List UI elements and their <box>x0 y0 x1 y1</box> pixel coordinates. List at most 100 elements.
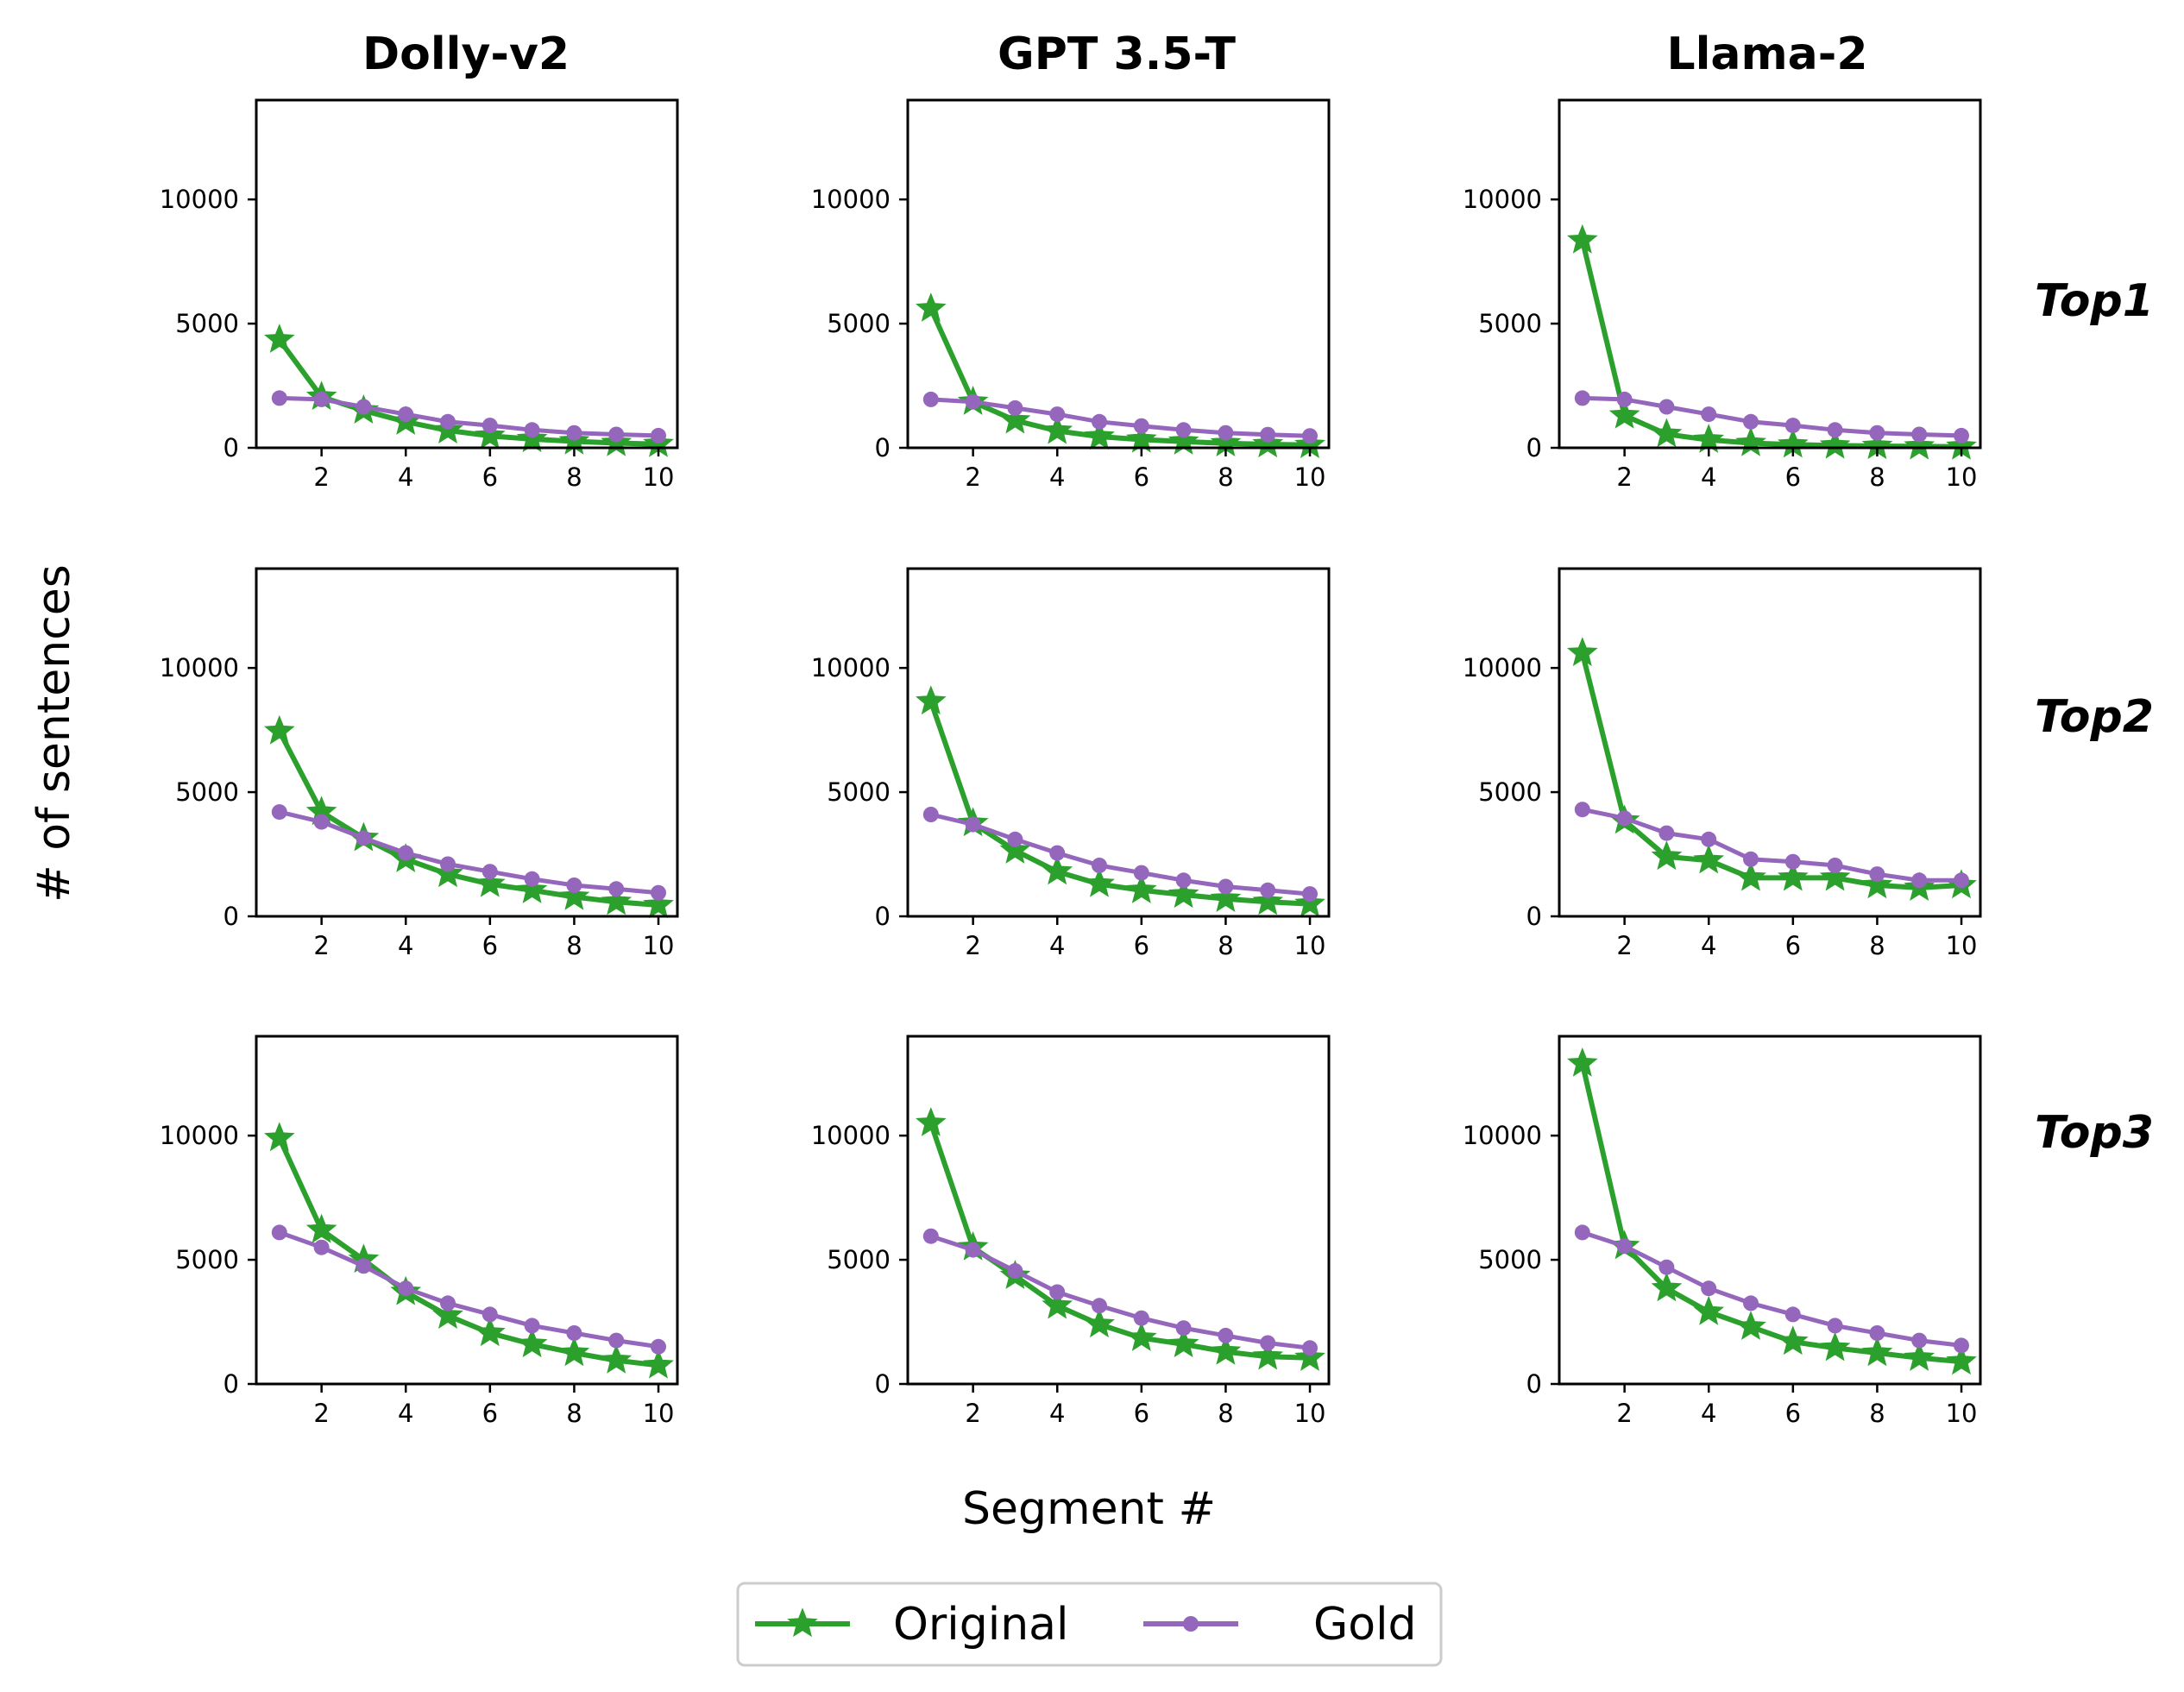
row-label-top2: Top2 <box>2035 691 2154 743</box>
panel-top1-llama-2-ytick-label: 5000 <box>1478 309 1542 338</box>
panel-top3-llama-2-original-point <box>1946 1345 1977 1375</box>
panel-top3-gpt-3-5-t-xtick-label: 8 <box>1218 1399 1233 1428</box>
panel-top2-gpt-3-5-t-original-point <box>1126 874 1157 903</box>
panel-top2-dolly-v2-original-line <box>277 730 659 908</box>
panel-top3-dolly-v2-original-point <box>432 1299 463 1330</box>
panel-top3-llama-2-frame <box>1558 1035 1982 1386</box>
panel-top2-llama-2-gold-point <box>1574 802 1590 818</box>
panel-top3-gpt-3-5-t-original-point <box>1210 1335 1242 1365</box>
legend-original-star-icon <box>787 1607 818 1638</box>
panel-top3-llama-2-ytick-label: 10000 <box>1463 1121 1542 1150</box>
panel-top3-dolly-v2-ytick-label: 10000 <box>160 1121 239 1150</box>
panel-top1-gpt-3-5-t-xtick-label: 8 <box>1218 462 1233 492</box>
panel-top1-gpt-3-5-t-xtick-label: 10 <box>1294 462 1326 492</box>
panel-top3-llama-2-original-point <box>1861 1337 1893 1367</box>
panel-top1-dolly-v2-xtick-label: 10 <box>643 462 675 492</box>
panel-top2-dolly-v2-gold-point <box>356 830 372 846</box>
panel-top1-gpt-3-5-t-original-point <box>1084 420 1115 450</box>
column-title-gpt: GPT 3.5-T <box>998 28 1236 80</box>
panel-top3-llama-2-original-point <box>1567 1047 1598 1077</box>
panel-top3-llama-2-original-point <box>1778 1325 1809 1355</box>
panel-top2-llama-2-xtick-label: 10 <box>1946 931 1978 960</box>
panel-top1-dolly-v2-original-point <box>264 324 295 353</box>
panel-top1-gpt-3-5-t-gold-point <box>1175 422 1192 438</box>
panel-top2-dolly-v2-gold-point <box>524 871 540 887</box>
panel-top1-llama-2-xtick-label: 8 <box>1869 462 1885 492</box>
row-label-top3: Top3 <box>2035 1107 2154 1159</box>
panel-top1-gpt-3-5-t-gold-line <box>930 397 1311 438</box>
panel-top3-llama-2-original-point <box>1735 1311 1766 1340</box>
panel-top3-dolly-v2-xtick-label: 4 <box>398 1399 413 1428</box>
panel-top2-dolly-v2-gold-point <box>271 804 287 821</box>
panel-top1-gpt-3-5-t-gold-point <box>1049 406 1066 423</box>
panel-top3-llama-2-original-point <box>1693 1295 1725 1325</box>
panel-top3-gpt-3-5-t-gold-point <box>1007 1263 1023 1279</box>
panel-top1-llama-2-original-point <box>1819 429 1851 459</box>
panel-top3-gpt-3-5-t-gold-line <box>930 1234 1311 1350</box>
panel-top3-dolly-v2-original-point <box>601 1344 633 1374</box>
panel-top3-dolly-v2: 2 4 6 8 10 0 5000 10000 <box>160 1035 679 1428</box>
panel-top3-llama-2-gold-point <box>1701 1280 1717 1297</box>
panel-top3-dolly-v2-gold-point <box>356 1258 372 1274</box>
panel-top2-dolly-v2-gold-point <box>313 814 330 830</box>
panel-top1-gpt-3-5-t-gold-point <box>1133 418 1149 434</box>
panel-top3-llama-2-xtick-label: 4 <box>1701 1399 1716 1428</box>
panel-top1-gpt-3-5-t-ytick-label: 0 <box>875 433 891 462</box>
panel-top1-gpt-3-5-t-gold-point <box>1260 426 1276 443</box>
panel-top2-llama-2-xtick-label: 8 <box>1869 931 1885 960</box>
panel-top2-gpt-3-5-t-gold-point <box>1049 845 1066 861</box>
panel-top1-llama-2-gold-point <box>1616 391 1633 407</box>
panel-top1-llama-2-original-point <box>1651 418 1683 448</box>
panel-top3-gpt-3-5-t-original-point <box>1294 1342 1325 1371</box>
panel-top1-gpt-3-5-t-ytick-label: 5000 <box>827 309 891 338</box>
panel-top2-gpt-3-5-t-original-point <box>916 685 947 715</box>
panel-top2-llama-2-original-point <box>1819 861 1851 891</box>
panel-top2-gpt-3-5-t-xtick-label: 6 <box>1134 931 1149 960</box>
panel-top1-llama-2-gold-point <box>1784 418 1801 434</box>
panel-top2-gpt-3-5-t-gold-point <box>965 816 981 833</box>
panel-top3-gpt-3-5-t-frame <box>906 1035 1331 1386</box>
panel-top2-llama-2: 2 4 6 8 10 0 5000 10000 <box>1463 567 1982 960</box>
panel-top2-llama-2-original-point <box>1693 844 1725 874</box>
legend-gold-dot-icon <box>1183 1616 1199 1632</box>
panel-top2-gpt-3-5-t-original-point <box>1168 878 1199 909</box>
panel-top2-dolly-v2-gold-point <box>398 845 414 861</box>
panel-top1-dolly-v2-gold-point <box>651 427 666 443</box>
panel-top2-gpt-3-5-t-ytick-label: 0 <box>875 902 891 931</box>
panel-top1-gpt-3-5-t-original-point <box>999 404 1031 434</box>
panel-top3-gpt-3-5-t-gold-point <box>1049 1284 1066 1300</box>
panel-top3-llama-2-gold-point <box>1743 1295 1759 1311</box>
panel-top3-llama-2-gold-point <box>1954 1337 1969 1354</box>
panel-top3-llama-2-gold-point <box>1574 1224 1590 1241</box>
panel-top2-gpt-3-5-t-gold-point <box>1175 872 1192 889</box>
panel-top1-gpt-3-5-t-original-point <box>1252 428 1284 458</box>
panel-top1-llama-2-original-line <box>1579 239 1962 450</box>
panel-top1-llama-2-gold-point <box>1658 399 1675 415</box>
panel-top2-gpt-3-5-t-original-line <box>928 701 1311 907</box>
panel-top3-llama-2-gold-line <box>1582 1230 1962 1348</box>
panel-top3-dolly-v2-ytick-label: 0 <box>223 1369 239 1399</box>
panel-top2-dolly-v2-xtick-label: 10 <box>643 931 675 960</box>
panel-top2-dolly-v2-gold-point <box>651 884 666 901</box>
panel-top3-gpt-3-5-t-original-point <box>1084 1308 1115 1338</box>
panel-top3-dolly-v2-gold-point <box>651 1338 666 1355</box>
panel-top3-gpt-3-5-t-original-line <box>928 1122 1311 1361</box>
panel-top2-llama-2-ytick-label: 0 <box>1526 902 1542 931</box>
legend: Original Gold <box>736 1582 1443 1667</box>
panel-top3-dolly-v2-gold-point <box>398 1280 414 1297</box>
panel-top2-gpt-3-5-t-original-point <box>1210 883 1242 913</box>
panel-top1-llama-2-original-point <box>1693 424 1725 453</box>
panel-top2-dolly-v2-original-point <box>264 714 295 745</box>
row-label-top1: Top1 <box>2035 275 2154 327</box>
panel-top2-dolly-v2-gold-point <box>440 856 456 872</box>
panel-top2-dolly-v2-original-point <box>643 889 674 919</box>
panel-top1-llama-2-gold-point <box>1827 422 1843 438</box>
panel-top1-dolly-v2-gold-line <box>279 395 659 438</box>
panel-top3-llama-2-gold-point <box>1869 1325 1885 1341</box>
panel-top2-gpt-3-5-t-original-point <box>1084 867 1115 897</box>
panel-top3-llama-2-original-point <box>1651 1272 1683 1302</box>
panel-top1-gpt-3-5-t-xtick-label: 6 <box>1134 462 1149 492</box>
panel-top3-gpt-3-5-t-original-point <box>1252 1340 1284 1370</box>
panel-top2-gpt-3-5-t-gold-point <box>1302 886 1318 903</box>
